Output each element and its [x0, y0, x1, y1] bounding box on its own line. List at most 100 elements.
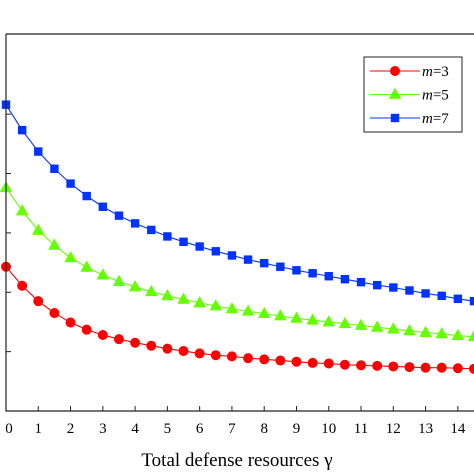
- legend-marker: [388, 87, 402, 99]
- data-point: [257, 306, 271, 319]
- data-point: [33, 296, 44, 307]
- data-point: [420, 362, 431, 373]
- data-point: [211, 247, 220, 256]
- data-point: [80, 260, 93, 272]
- data-point: [387, 322, 400, 334]
- data-point: [31, 223, 45, 235]
- data-point: [436, 362, 447, 373]
- legend-entry: m=7: [370, 111, 449, 127]
- data-point: [274, 309, 287, 321]
- data-point: [306, 313, 319, 325]
- data-point: [388, 361, 399, 372]
- data-point: [210, 350, 221, 361]
- series-m-3: [1, 261, 474, 374]
- data-point: [292, 266, 301, 275]
- legend-label: m=5: [422, 88, 449, 104]
- data-point: [147, 225, 156, 235]
- series-layer: [0, 100, 474, 374]
- x-tick-label: 5: [164, 421, 172, 437]
- x-tick-label: 11: [354, 421, 368, 437]
- data-point: [404, 362, 415, 373]
- plot-frame: [5, 33, 474, 412]
- data-point: [467, 329, 474, 342]
- data-point: [17, 125, 27, 135]
- x-tick-label: 7: [228, 421, 236, 437]
- x-tick-label: 1: [35, 421, 43, 437]
- data-point: [339, 359, 350, 370]
- data-point: [130, 219, 140, 228]
- data-point: [275, 355, 286, 366]
- data-point: [130, 337, 141, 348]
- data-point: [226, 351, 237, 362]
- data-point: [64, 251, 77, 263]
- data-point: [162, 343, 173, 354]
- data-point: [227, 251, 237, 260]
- data-point: [451, 328, 465, 341]
- data-point: [354, 318, 368, 330]
- legend-marker: [389, 66, 400, 77]
- x-tick-label: 10: [321, 421, 336, 437]
- data-point: [437, 291, 446, 301]
- data-point: [49, 308, 60, 319]
- legend-entries: m=3 m=5 m=7: [370, 64, 449, 127]
- x-tick-label: 14: [450, 421, 466, 437]
- data-point: [177, 292, 190, 304]
- data-point: [323, 358, 334, 369]
- data-point: [372, 280, 382, 290]
- data-point: [225, 302, 239, 314]
- data-point: [65, 317, 76, 328]
- data-point: [179, 237, 188, 246]
- x-tick-label: 9: [293, 421, 301, 437]
- data-point: [195, 242, 204, 251]
- data-point: [209, 299, 223, 311]
- data-point: [97, 330, 108, 341]
- data-point: [128, 280, 142, 292]
- data-point: [112, 274, 126, 286]
- data-point: [96, 268, 110, 280]
- legend-entry: m=3: [370, 64, 449, 80]
- data-point: [370, 320, 384, 332]
- data-point: [307, 357, 318, 368]
- data-point: [50, 164, 59, 173]
- data-point: [421, 289, 430, 298]
- data-point: [324, 272, 333, 281]
- series-m-7: [1, 100, 474, 306]
- data-point: [161, 289, 174, 301]
- legend-label: m=7: [422, 111, 449, 127]
- data-point: [372, 360, 383, 371]
- data-point: [243, 353, 254, 364]
- x-tick-labels: 0 1 2 3 4 5 6 7 8 9 10 11 12 13 14: [5, 421, 466, 437]
- data-point: [338, 316, 352, 329]
- data-point: [114, 211, 124, 220]
- data-point: [469, 296, 474, 306]
- data-point: [403, 324, 416, 336]
- data-point: [163, 232, 172, 241]
- x-tick-label: 6: [196, 421, 204, 437]
- data-point: [243, 255, 253, 264]
- data-point: [98, 202, 108, 211]
- x-tick-label: 12: [386, 421, 401, 437]
- data-point: [276, 262, 285, 271]
- data-point: [453, 294, 463, 303]
- data-point: [291, 356, 302, 367]
- data-point: [66, 179, 75, 188]
- data-point: [389, 283, 398, 292]
- data-point: [81, 324, 92, 335]
- data-point: [178, 346, 189, 357]
- x-tick-label: 4: [131, 421, 139, 437]
- data-point: [146, 340, 157, 351]
- x-tick-label: 13: [418, 421, 433, 437]
- data-point: [290, 311, 303, 323]
- x-axis-title: Total defense resources γ: [141, 450, 332, 471]
- data-point: [260, 258, 269, 268]
- x-tick-label: 8: [260, 421, 268, 437]
- legend: m=3 m=5 m=7: [363, 56, 463, 133]
- data-point: [435, 327, 449, 339]
- x-tick-label: 2: [67, 421, 75, 437]
- legend-label: m=3: [422, 64, 449, 80]
- data-point: [356, 277, 366, 287]
- data-point: [405, 286, 414, 295]
- x-tick-label: 3: [99, 421, 107, 437]
- data-point: [419, 325, 432, 338]
